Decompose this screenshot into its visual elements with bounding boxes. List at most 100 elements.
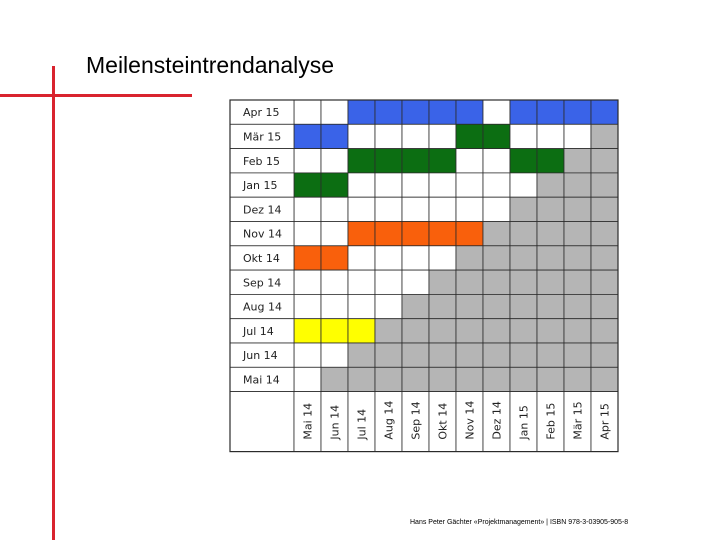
- matrix-cell: [374, 245, 403, 271]
- matrix-cell: [590, 245, 619, 271]
- matrix-cell: [428, 342, 457, 368]
- matrix-cell: [374, 123, 403, 150]
- matrix-cell: [455, 99, 484, 125]
- matrix-cell: [509, 366, 538, 392]
- matrix-cell: [563, 269, 592, 295]
- matrix-cell: [347, 293, 376, 320]
- matrix-cell: [347, 172, 376, 198]
- matrix-cell: [482, 148, 511, 174]
- column-label-cell: [509, 391, 538, 453]
- matrix-cell: [293, 269, 322, 295]
- matrix-cell: [455, 221, 484, 247]
- matrix-cell: [347, 123, 376, 150]
- matrix-cell: [428, 318, 457, 344]
- matrix-cell: [509, 172, 538, 198]
- matrix-cell: [401, 318, 430, 344]
- matrix-cell: [563, 148, 592, 174]
- matrix-cell: [401, 172, 430, 198]
- matrix-cell: [590, 172, 619, 198]
- matrix-cell: [320, 293, 349, 320]
- accent-vertical-line: [52, 66, 55, 540]
- row-label: Mai 14: [243, 373, 280, 386]
- matrix-cell: [401, 196, 430, 222]
- matrix-cell: [536, 245, 565, 271]
- matrix-cell: [455, 366, 484, 392]
- matrix-cell: [401, 123, 430, 150]
- matrix-cell: [428, 99, 457, 125]
- row-label-cell: [229, 221, 295, 247]
- matrix-cell: [401, 221, 430, 247]
- matrix-cell: [509, 99, 538, 125]
- column-label-cell: [428, 391, 457, 453]
- matrix-cell: [590, 269, 619, 295]
- row-label: Okt 14: [243, 252, 280, 265]
- column-label: Jan 15: [518, 405, 531, 440]
- matrix-cell: [293, 245, 322, 271]
- matrix-cell: [536, 148, 565, 174]
- corner-cell: [229, 391, 295, 453]
- matrix-cell: [455, 172, 484, 198]
- matrix-cell: [374, 366, 403, 392]
- column-label-cell: [347, 391, 376, 453]
- column-label: Jun 14: [329, 405, 342, 441]
- matrix-cell: [347, 269, 376, 295]
- matrix-cell: [563, 245, 592, 271]
- matrix-cell: [320, 148, 349, 174]
- row-label-cell: [229, 293, 295, 320]
- page-title: Meilensteintrendanalyse: [86, 52, 335, 78]
- matrix-cell: [563, 293, 592, 320]
- matrix-cell: [482, 172, 511, 198]
- matrix-cell: [293, 318, 322, 344]
- column-label: Jul 14: [356, 409, 369, 441]
- column-label: Mai 14: [302, 403, 315, 440]
- matrix-cell: [536, 221, 565, 247]
- matrix-cell: [563, 99, 592, 125]
- row-label: Sep 14: [243, 276, 281, 289]
- matrix-cell: [347, 148, 376, 174]
- matrix-cell: [455, 196, 484, 222]
- matrix-cell: [482, 366, 511, 392]
- matrix-cell: [482, 196, 511, 222]
- matrix-cell: [320, 123, 349, 150]
- matrix-cell: [455, 123, 484, 150]
- matrix-cell: [482, 342, 511, 368]
- matrix-cell: [455, 148, 484, 174]
- matrix-cell: [455, 245, 484, 271]
- column-label: Dez 14: [491, 401, 504, 440]
- matrix-cell: [374, 342, 403, 368]
- matrix-cell: [320, 269, 349, 295]
- row-label: Apr 15: [243, 106, 280, 119]
- matrix-cell: [320, 172, 349, 198]
- matrix-cell: [482, 221, 511, 247]
- matrix-cell: [455, 342, 484, 368]
- accent-horizontal-line: [0, 94, 192, 97]
- matrix-cell: [347, 318, 376, 344]
- matrix-cell: [293, 123, 322, 150]
- matrix-cell: [347, 342, 376, 368]
- matrix-cell: [428, 245, 457, 271]
- matrix-cell: [293, 148, 322, 174]
- matrix-cell: [347, 196, 376, 222]
- matrix-cell: [563, 318, 592, 344]
- column-label: Sep 14: [410, 401, 423, 439]
- matrix-cell: [482, 123, 511, 150]
- matrix-cell: [320, 318, 349, 344]
- matrix-cell: [509, 123, 538, 150]
- column-label-cell: [590, 391, 619, 453]
- matrix-cell: [293, 366, 322, 392]
- matrix-cell: [428, 293, 457, 320]
- row-label-cell: [229, 99, 295, 125]
- footer-citation: Hans Peter Gächter «Projektmanagement» |…: [410, 519, 629, 526]
- row-label: Nov 14: [243, 228, 282, 241]
- row-label: Jul 14: [242, 325, 274, 338]
- matrix-cell: [320, 196, 349, 222]
- row-label: Feb 15: [243, 155, 280, 168]
- matrix-cell: [590, 123, 619, 150]
- matrix-cell: [428, 148, 457, 174]
- column-label: Okt 14: [437, 403, 450, 440]
- row-label-cell: [229, 196, 295, 222]
- matrix-cell: [347, 366, 376, 392]
- matrix-cell: [590, 366, 619, 392]
- matrix-cell: [428, 196, 457, 222]
- matrix-cell: [401, 366, 430, 392]
